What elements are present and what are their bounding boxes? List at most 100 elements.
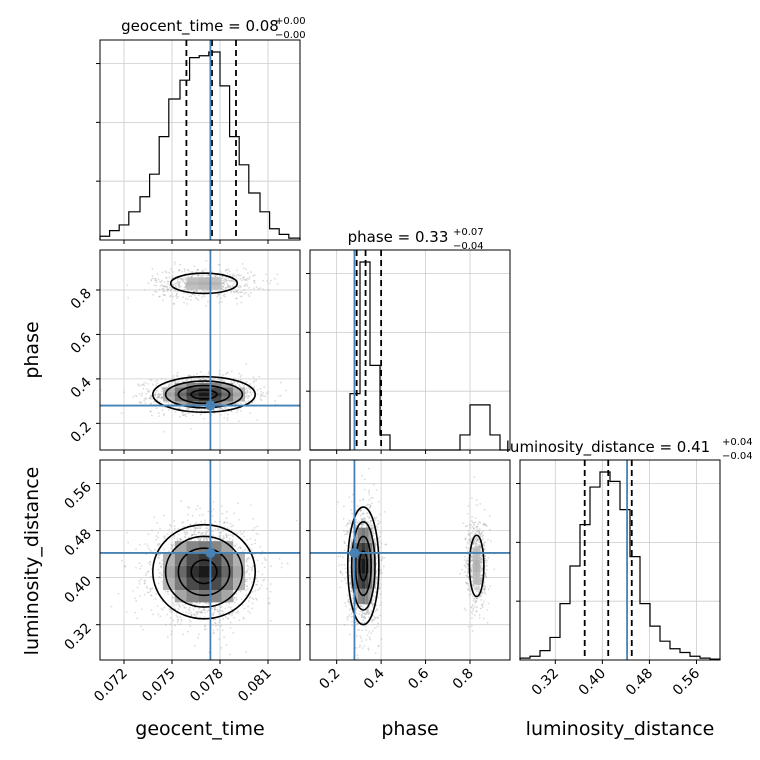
sample-point (169, 610, 172, 613)
sample-point (190, 611, 192, 614)
sample-point (190, 299, 192, 301)
sample-point (251, 602, 254, 604)
sample-point (227, 268, 230, 271)
sample-point (168, 523, 171, 526)
density-cell (186, 281, 199, 286)
sample-point (216, 624, 219, 626)
sample-point (203, 417, 206, 420)
sample-point (177, 277, 180, 280)
sample-point (187, 513, 190, 516)
sample-point (138, 580, 141, 582)
sample-point (261, 562, 264, 565)
sample-point (348, 633, 351, 636)
sample-point (239, 375, 242, 378)
sample-point (231, 612, 233, 615)
sample-point (163, 430, 166, 433)
sample-point (234, 544, 237, 547)
sample-point (227, 285, 229, 287)
sample-point (235, 611, 237, 614)
sample-point (157, 396, 160, 399)
sample-point (136, 617, 139, 620)
sample-point (150, 278, 153, 281)
sample-point (233, 381, 235, 384)
sample-point (150, 609, 153, 611)
sample-point (140, 402, 143, 404)
sample-point (139, 567, 142, 570)
sample-point (225, 643, 228, 646)
density-cell (174, 565, 187, 578)
sample-point (188, 619, 191, 621)
sample-point (149, 397, 152, 400)
sample-point (246, 390, 249, 393)
sample-point (220, 613, 223, 616)
density-cell (209, 577, 222, 591)
sample-point (369, 506, 372, 508)
sample-point (173, 380, 176, 383)
density-cell (209, 387, 222, 393)
sample-point (375, 570, 378, 572)
sample-point (238, 619, 241, 622)
sample-point (174, 380, 177, 382)
sample-point (183, 414, 186, 416)
sample-point (368, 613, 370, 615)
sample-point (157, 395, 159, 398)
sample-point (229, 274, 232, 276)
sample-point (366, 511, 369, 514)
sample-point (160, 565, 163, 568)
sample-point (179, 415, 181, 418)
sample-point (231, 274, 234, 277)
sample-point (248, 295, 251, 298)
sample-point (232, 273, 235, 276)
sample-point (172, 276, 174, 279)
sample-point (251, 567, 254, 569)
sample-point (204, 268, 207, 271)
sample-point (226, 282, 229, 285)
sample-point (222, 380, 225, 383)
sample-point (210, 529, 213, 532)
sample-point (172, 375, 175, 377)
sample-point (248, 557, 251, 560)
sample-point (186, 407, 189, 410)
sample-point (149, 397, 152, 400)
sample-point (164, 294, 167, 297)
sample-point (159, 576, 162, 579)
sample-point (186, 378, 189, 380)
sample-point (172, 380, 175, 383)
sample-point (257, 570, 260, 573)
sample-point (197, 537, 200, 540)
sample-point (207, 274, 210, 277)
sample-point (156, 273, 159, 276)
sample-point (172, 619, 174, 622)
sample-point (176, 621, 179, 624)
sample-point (262, 288, 265, 291)
sample-point (212, 612, 215, 615)
sample-point (252, 565, 254, 568)
sample-point (365, 512, 368, 515)
xlabel-geocent-time: geocent_time (135, 718, 264, 740)
y-tick-label: 0.2 (68, 419, 95, 446)
sample-point (201, 532, 204, 534)
sample-point (377, 645, 380, 648)
sample-point (212, 614, 215, 616)
sample-point (257, 287, 260, 290)
sample-point (240, 301, 243, 304)
density-cell (209, 277, 222, 282)
sample-point (239, 277, 242, 280)
sample-point (237, 546, 240, 549)
sample-point (190, 295, 193, 298)
sample-point (234, 290, 237, 293)
y-tick-label: 0.40 (61, 573, 94, 606)
title-phase: phase = 0.33 (348, 228, 449, 246)
sample-point (220, 407, 223, 410)
sample-point (169, 289, 172, 292)
sample-point (256, 393, 259, 396)
sample-point (237, 409, 239, 411)
sample-point (250, 291, 252, 294)
sample-point (179, 537, 182, 540)
sample-point (252, 274, 255, 277)
sample-point (149, 561, 152, 564)
sample-point (246, 558, 248, 561)
sample-point (214, 625, 217, 627)
sample-point (236, 289, 239, 292)
sample-point (259, 545, 262, 548)
